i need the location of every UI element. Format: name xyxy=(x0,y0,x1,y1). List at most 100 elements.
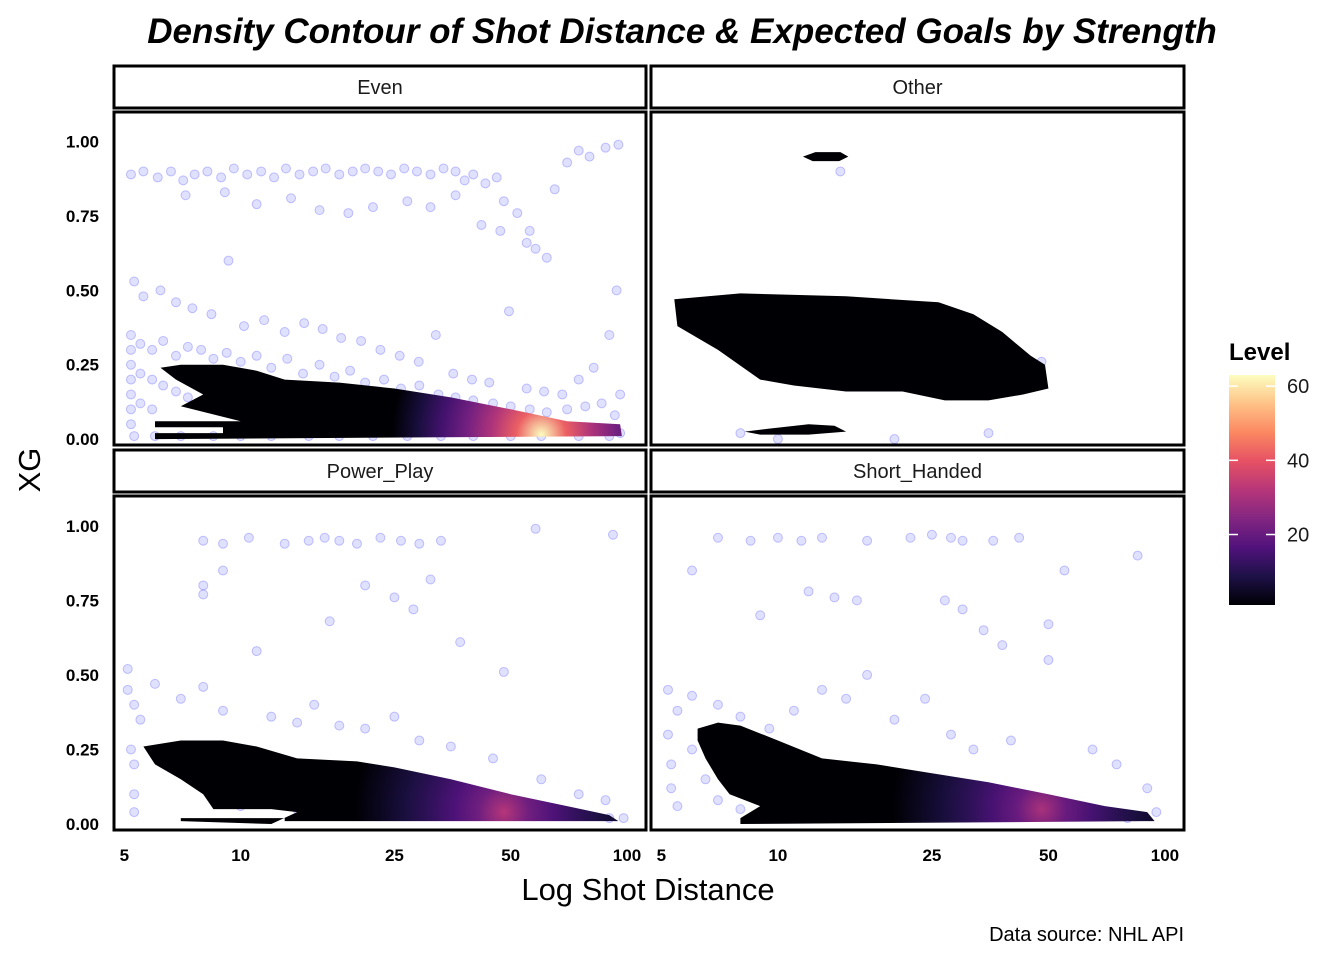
x-tick-label: 50 xyxy=(501,846,520,865)
facet-strip xyxy=(649,448,1186,494)
scatter-point xyxy=(862,535,873,546)
scatter-point xyxy=(314,205,325,216)
panel-background xyxy=(651,112,1184,445)
scatter-point xyxy=(135,714,146,725)
scatter-point xyxy=(135,398,146,409)
scatter-point xyxy=(360,163,371,174)
scatter-point xyxy=(178,175,189,186)
scatter-point xyxy=(299,318,310,329)
scatter-point xyxy=(286,193,297,204)
scatter-point xyxy=(613,139,624,150)
x-tick-label: 5 xyxy=(120,846,129,865)
scatter-point xyxy=(978,625,989,636)
scatter-point xyxy=(279,327,290,338)
scatter-point xyxy=(803,586,814,597)
scatter-point xyxy=(125,344,136,355)
scatter-point xyxy=(480,178,491,189)
y-tick-label: 0.25 xyxy=(66,356,99,375)
scatter-point xyxy=(530,523,541,534)
scatter-point xyxy=(238,321,249,332)
legend-tick-label: 60 xyxy=(1287,376,1309,398)
scatter-point xyxy=(414,735,425,746)
scatter-point xyxy=(712,795,723,806)
scatter-point xyxy=(455,637,466,648)
y-tick-label: 0.75 xyxy=(66,207,99,226)
scatter-point xyxy=(266,362,277,373)
scatter-point xyxy=(438,163,449,174)
scatter-point xyxy=(180,190,191,201)
caption: Data source: NHL API xyxy=(989,924,1184,946)
scatter-point xyxy=(206,309,217,320)
chart-title: Density Contour of Shot Distance & Expec… xyxy=(147,12,1217,51)
scatter-point xyxy=(242,169,253,180)
scatter-point xyxy=(1151,807,1162,818)
scatter-point xyxy=(445,741,456,752)
scatter-point xyxy=(251,350,262,361)
scatter-point xyxy=(851,595,862,606)
scatter-point xyxy=(147,344,158,355)
scatter-point xyxy=(450,190,461,201)
scatter-point xyxy=(983,428,994,439)
scatter-point xyxy=(1043,655,1054,666)
scatter-point xyxy=(835,166,846,177)
scatter-point xyxy=(414,538,425,549)
scatter-point xyxy=(772,434,783,445)
scatter-point xyxy=(347,166,358,177)
scatter-point xyxy=(466,374,477,385)
y-tick-label: 1.00 xyxy=(66,517,99,536)
scatter-point xyxy=(334,720,345,731)
scatter-point xyxy=(122,663,133,674)
legend-ticks: 20 40 60 xyxy=(1229,376,1309,547)
facet-panel-power_play: Power_Play 0.00 0.25 0.50 0.75 1.00 5 10 25 50 100 xyxy=(66,448,648,865)
scatter-point xyxy=(228,163,239,174)
scatter-point xyxy=(125,359,136,370)
scatter-point xyxy=(202,166,213,177)
y-tick-label: 0.00 xyxy=(66,815,99,834)
scatter-point xyxy=(334,169,345,180)
scatter-point xyxy=(596,398,607,409)
scatter-point xyxy=(343,208,354,219)
scatter-point xyxy=(615,389,626,400)
scatter-point xyxy=(125,744,136,755)
scatter-point xyxy=(408,604,419,615)
scatter-point xyxy=(360,723,371,734)
scatter-point xyxy=(129,699,140,710)
x-tick-label: 100 xyxy=(1151,846,1179,865)
scatter-point xyxy=(198,535,209,546)
scatter-point xyxy=(256,166,267,177)
panel-plot-area xyxy=(122,523,629,824)
scatter-point xyxy=(298,368,309,379)
scatter-point xyxy=(539,386,550,397)
scatter-point xyxy=(541,252,552,263)
density-contour-island xyxy=(744,424,847,435)
scatter-point xyxy=(920,693,931,704)
scatter-point xyxy=(772,532,783,543)
panel-border xyxy=(112,494,648,832)
scatter-point xyxy=(259,315,270,326)
scatter-point xyxy=(488,753,499,764)
scatter-point xyxy=(735,428,746,439)
facet-panels: Even 0.00 0.25 0.50 0.75 1.00 Other Power_Play 0… xyxy=(66,64,1186,865)
facet-strip xyxy=(649,64,1186,110)
facet-strip-label: Short_Handed xyxy=(853,461,982,483)
facet-panel-other: Other xyxy=(649,64,1186,447)
scatter-point xyxy=(536,774,547,785)
scatter-point xyxy=(600,142,611,153)
scatter-point xyxy=(279,538,290,549)
scatter-point xyxy=(988,535,999,546)
scatter-point xyxy=(175,693,186,704)
y-tick-label: 1.00 xyxy=(66,133,99,152)
scatter-point xyxy=(1142,783,1153,794)
scatter-point xyxy=(309,699,320,710)
scatter-point xyxy=(584,151,595,162)
scatter-point xyxy=(170,350,181,361)
scatter-point xyxy=(292,717,303,728)
scatter-point xyxy=(604,329,615,340)
scatter-point xyxy=(320,163,331,174)
level-legend: Level 20 40 60 xyxy=(1229,339,1309,605)
x-tick-label: 100 xyxy=(613,846,641,865)
scatter-point xyxy=(609,410,620,421)
scatter-point xyxy=(129,276,140,287)
scatter-point xyxy=(138,166,149,177)
scatter-point xyxy=(389,592,400,603)
